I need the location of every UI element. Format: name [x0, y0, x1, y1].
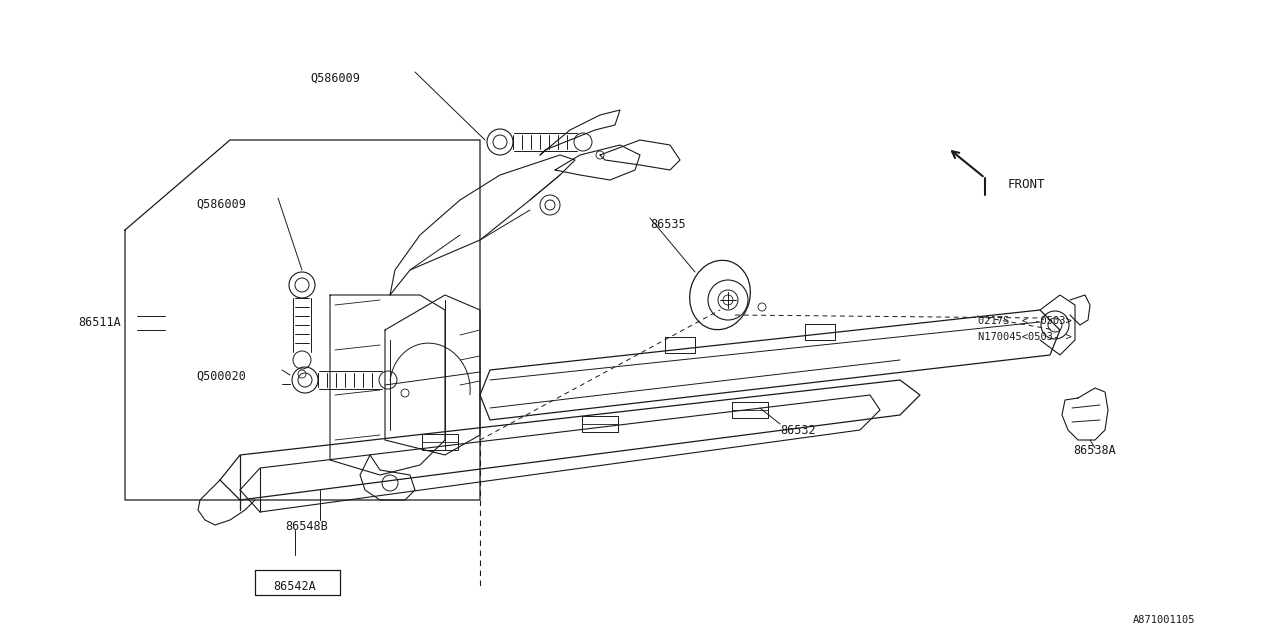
Text: 86542A: 86542A — [274, 580, 316, 593]
Text: 86511A: 86511A — [78, 316, 120, 329]
Text: 86535: 86535 — [650, 218, 686, 231]
Text: 86532: 86532 — [780, 424, 815, 437]
Text: 86548B: 86548B — [285, 520, 328, 533]
Text: 0217S  < -0503>: 0217S < -0503> — [978, 316, 1071, 326]
Text: N170045<0503- >: N170045<0503- > — [978, 332, 1071, 342]
Text: Q586009: Q586009 — [310, 72, 360, 85]
Text: 86538A: 86538A — [1074, 444, 1116, 457]
Text: Q500020: Q500020 — [196, 370, 246, 383]
Text: A871001105: A871001105 — [1133, 615, 1196, 625]
Text: Q586009: Q586009 — [196, 198, 246, 211]
Circle shape — [723, 295, 733, 305]
Text: FRONT: FRONT — [1009, 178, 1046, 191]
